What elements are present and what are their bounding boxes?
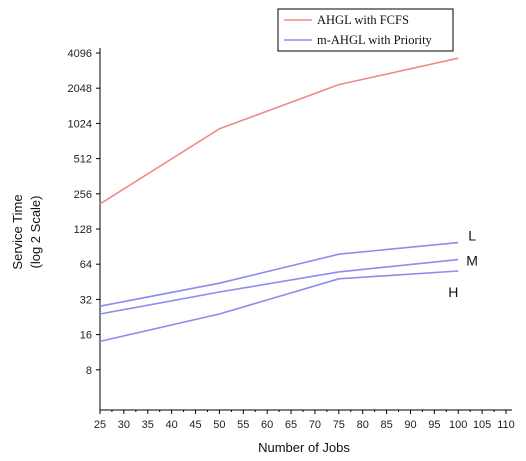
- y-tick-label: 1024: [68, 118, 92, 130]
- x-tick-label: 75: [333, 419, 345, 431]
- series-line-m: [99, 258, 459, 315]
- y-tick-label: 8: [86, 365, 92, 377]
- x-axis: 25 30 35 40 45 50 55 60 65 70 75 80 85 90 95 100 105 110: [94, 409, 515, 431]
- y-tick-label: 128: [74, 224, 92, 236]
- x-tick-label: 30: [118, 419, 130, 431]
- y-tick-label: 4096: [68, 48, 92, 60]
- y-axis-title: Service Time: [10, 194, 25, 269]
- x-tick-label: 85: [380, 419, 392, 431]
- series-label-m: M: [466, 253, 478, 269]
- series-line-h: [99, 270, 459, 343]
- x-axis-title: Number of Jobs: [258, 440, 350, 455]
- y-tick-group: 8 16 32 64 128 256 512 1024 2048 4096: [68, 48, 100, 377]
- y-tick-label: 512: [74, 154, 92, 166]
- x-tick-label: 25: [94, 419, 106, 431]
- x-tick-label: 95: [428, 419, 440, 431]
- x-tick-label: 60: [261, 419, 273, 431]
- x-tick-label: 90: [404, 419, 416, 431]
- y-axis-subtitle: (log 2 Scale): [28, 196, 43, 269]
- y-tick-label: 16: [80, 330, 92, 342]
- y-tick-label: 2048: [68, 83, 92, 95]
- series-group: LMH: [99, 57, 478, 343]
- x-tick-label: 70: [309, 419, 321, 431]
- legend-label-priority: m-AHGL with Priority: [317, 33, 433, 47]
- x-tick-group: 25 30 35 40 45 50 55 60 65 70 75 80 85 90 95 100 105 110: [94, 410, 515, 431]
- series-label-h: H: [448, 284, 458, 300]
- x-tick-label: 80: [357, 419, 369, 431]
- legend-box: [277, 8, 454, 52]
- x-tick-label: 100: [449, 419, 467, 431]
- x-tick-label: 105: [473, 419, 491, 431]
- legend-label-fcfs: AHGL with FCFS: [317, 13, 409, 27]
- legend: AHGL with FCFS m-AHGL with Priority: [277, 8, 454, 52]
- x-tick-label: 110: [497, 419, 515, 431]
- series-label-l: L: [468, 228, 476, 244]
- x-tick-label: 45: [189, 419, 201, 431]
- x-tick-label: 35: [142, 419, 154, 431]
- y-tick-label: 64: [80, 259, 92, 271]
- x-tick-label: 65: [285, 419, 297, 431]
- y-tick-label: 32: [80, 294, 92, 306]
- series-line-fcfs: [99, 57, 459, 205]
- y-axis: 8 16 32 64 128 256 512 1024 2048 4096: [68, 48, 101, 410]
- x-tick-label: 40: [166, 419, 178, 431]
- y-tick-label: 256: [74, 189, 92, 201]
- x-tick-label: 50: [213, 419, 225, 431]
- x-tick-label: 55: [237, 419, 249, 431]
- series-line-l: [99, 241, 459, 307]
